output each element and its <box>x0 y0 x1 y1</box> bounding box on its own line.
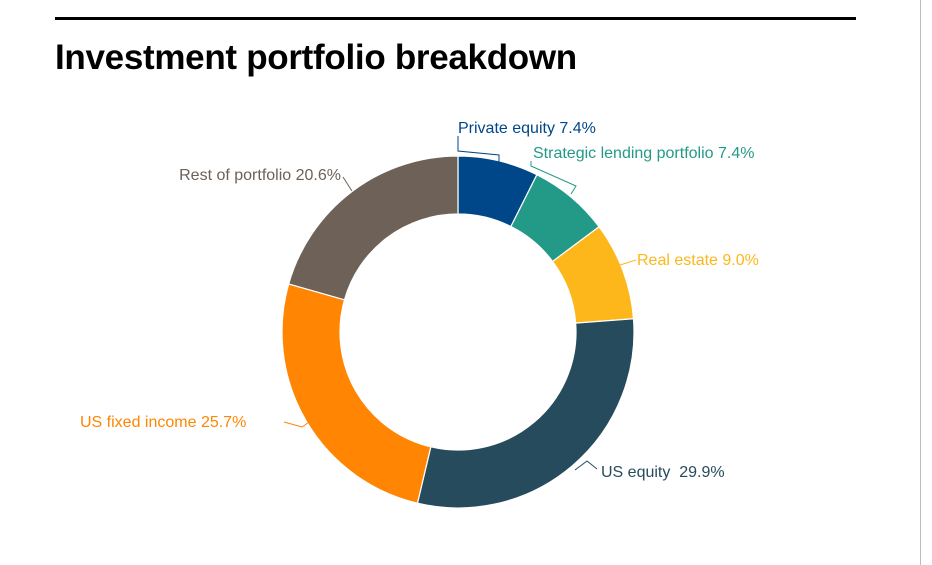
leader-us-fixed-income <box>283 419 313 428</box>
leader-strategic-lending-portfolio <box>530 161 577 195</box>
label-real-estate: Real estate 9.0% <box>637 252 759 269</box>
leader-us-equity <box>574 460 598 471</box>
leader-private-equity <box>457 136 500 162</box>
chart-title: Investment portfolio breakdown <box>55 38 577 77</box>
leader-lines <box>283 136 637 471</box>
label-private-equity: Private equity 7.4% <box>458 120 596 137</box>
slice-rest-of-portfolio <box>287 155 459 301</box>
leader-real-estate <box>616 259 637 267</box>
donut-slices <box>281 155 635 509</box>
label-rest-of-portfolio: Rest of portfolio 20.6% <box>179 167 341 184</box>
slice-labels: Private equity 7.4% Strategic lending por… <box>80 120 759 481</box>
top-rule <box>55 17 856 20</box>
slice-us-equity <box>416 318 635 509</box>
right-border <box>920 0 921 565</box>
slice-us-fixed-income <box>281 283 432 504</box>
label-strategic-lending-portfolio: Strategic lending portfolio 7.4% <box>533 145 754 162</box>
leader-rest-of-portfolio <box>342 176 353 192</box>
label-us-fixed-income: US fixed income 25.7% <box>80 414 246 431</box>
label-us-equity: US equity 29.9% <box>601 464 725 481</box>
